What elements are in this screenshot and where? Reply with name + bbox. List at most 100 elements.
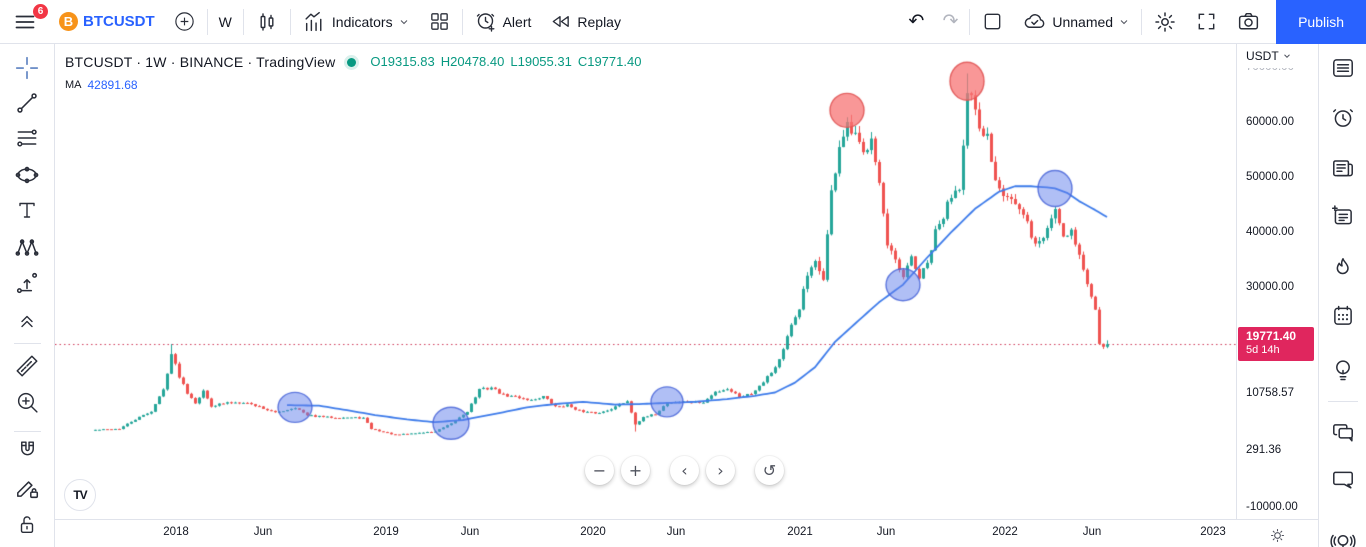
chart-nav-controls: − + ‹ › ↺ xyxy=(585,456,784,485)
hotlists-panel-button[interactable] xyxy=(1326,254,1360,286)
trend-line-tool[interactable] xyxy=(10,90,44,120)
toolbar-divider xyxy=(14,431,41,432)
alerts-panel-button[interactable] xyxy=(1326,104,1360,136)
alert-clock-icon xyxy=(476,12,495,32)
scroll-left-button[interactable]: ‹ xyxy=(670,456,699,485)
main-menu-button[interactable]: 6 xyxy=(0,0,50,44)
price-tick: 291.36 xyxy=(1246,444,1282,457)
series-status-dot xyxy=(347,57,357,67)
indicators-button[interactable]: Indicators xyxy=(293,0,419,44)
toolbar-separator xyxy=(461,8,463,35)
single-layout-icon xyxy=(985,13,1001,30)
calendar-panel-button[interactable] xyxy=(1326,302,1360,334)
toolbar-separator xyxy=(1141,8,1143,35)
chart-settings-button[interactable] xyxy=(1144,0,1186,44)
drawing-lock-tool[interactable] xyxy=(10,475,44,505)
symbol-search-button[interactable]: B BTCUSDT xyxy=(50,0,164,44)
indicators-icon xyxy=(305,11,322,32)
ma-indicator-label[interactable]: MA xyxy=(65,79,82,91)
price-chart-canvas[interactable] xyxy=(55,44,1236,519)
plus-circle-icon xyxy=(174,12,194,31)
cloud-check-icon xyxy=(1025,14,1045,28)
xabcd-pattern-icon xyxy=(14,234,40,265)
trend-line-icon xyxy=(14,90,40,121)
redo-button[interactable]: ↷ xyxy=(933,0,967,44)
zoom-in-icon xyxy=(15,390,40,420)
text-notes-panel-button[interactable] xyxy=(1326,202,1360,234)
ideas-panel-button[interactable] xyxy=(1326,356,1360,388)
ruler-icon xyxy=(14,353,40,384)
toolbar-separator xyxy=(206,8,208,35)
save-layout-button[interactable]: Unnamed xyxy=(1013,0,1139,44)
price-tick: 10758.57 xyxy=(1246,386,1294,399)
current-price-value: 19771.40 xyxy=(1246,329,1297,344)
price-axis[interactable]: USDT 19771.40 5d 14h 70000.0060000.00500… xyxy=(1236,44,1318,519)
tradingview-logo[interactable]: TV xyxy=(64,479,96,511)
interval-label: W xyxy=(218,13,232,30)
replay-button[interactable]: Replay xyxy=(540,0,630,44)
text-tool[interactable] xyxy=(10,197,44,227)
lock-all-tool[interactable] xyxy=(10,512,44,542)
chevron-down-icon xyxy=(1283,54,1290,58)
alert-button[interactable]: Alert xyxy=(465,0,541,44)
time-tick: 2023 xyxy=(1200,526,1226,538)
publish-button[interactable]: Publish xyxy=(1276,0,1366,44)
interval-button[interactable]: W xyxy=(210,0,241,44)
streams-panel-button[interactable] xyxy=(1326,528,1360,547)
collapse-tool[interactable] xyxy=(10,306,44,336)
currency-selector[interactable]: USDT xyxy=(1237,44,1318,68)
undo-button[interactable]: ↶ xyxy=(900,0,934,44)
price-tick: 40000.00 xyxy=(1246,226,1294,238)
indicators-label: Indicators xyxy=(331,13,393,30)
public-chats-panel-button[interactable] xyxy=(1326,419,1360,451)
grid-templates-icon xyxy=(430,13,448,30)
forecast-tool[interactable] xyxy=(10,270,44,300)
news-icon xyxy=(1330,155,1356,186)
forecast-icon xyxy=(14,270,40,301)
text-icon xyxy=(15,198,39,227)
open-value: O19315.83 xyxy=(370,54,435,69)
bar-countdown: 5d 14h xyxy=(1246,344,1280,357)
symbol-description[interactable]: BTCUSDT · 1W · BINANCE · TradingView xyxy=(65,54,336,70)
panel-divider xyxy=(1328,401,1358,402)
reset-chart-button[interactable]: ↺ xyxy=(755,456,784,485)
watchlist-panel-button[interactable] xyxy=(1326,54,1360,86)
theme-sun-icon[interactable] xyxy=(1265,523,1289,547)
zoom-out-button[interactable]: − xyxy=(585,456,614,485)
currency-label: USDT xyxy=(1246,49,1279,63)
ideas-icon xyxy=(1330,357,1356,388)
ruler-tool[interactable] xyxy=(10,353,44,383)
snapshot-button[interactable] xyxy=(1227,0,1270,44)
magnet-tool[interactable] xyxy=(10,438,44,468)
time-axis[interactable]: 2018 Jun 2019 Jun 2020 Jun 2021 Jun 2022 Jun 2023 xyxy=(55,519,1318,547)
private-chat-panel-button[interactable] xyxy=(1326,466,1360,498)
news-panel-button[interactable] xyxy=(1326,154,1360,186)
price-tick: 60000.00 xyxy=(1246,116,1294,128)
fib-retracement-tool[interactable] xyxy=(10,125,44,155)
shapes-tool[interactable] xyxy=(10,162,44,192)
undo-icon: ↶ xyxy=(908,10,925,32)
time-tick: 2021 xyxy=(787,526,813,538)
crosshair-icon xyxy=(14,55,40,86)
zoom-in-tool[interactable] xyxy=(10,390,44,420)
chevron-down-icon xyxy=(400,19,407,24)
chart-pane: BTCUSDT · 1W · BINANCE · TradingView O19… xyxy=(55,44,1236,519)
symbol-label: BTCUSDT xyxy=(83,13,155,30)
indicator-templates-button[interactable] xyxy=(419,0,460,44)
xabcd-pattern-tool[interactable] xyxy=(10,234,44,264)
notification-badge: 6 xyxy=(33,3,48,19)
time-tick: Jun xyxy=(1082,526,1102,538)
scroll-right-button[interactable]: › xyxy=(706,456,735,485)
fullscreen-button[interactable] xyxy=(1186,0,1227,44)
camera-icon xyxy=(1238,12,1259,30)
compare-add-symbol-button[interactable] xyxy=(164,0,205,44)
crosshair-tool[interactable] xyxy=(10,55,44,85)
drawing-lock-icon xyxy=(14,475,40,506)
chart-style-button[interactable] xyxy=(246,0,288,44)
layout-select-button[interactable] xyxy=(972,0,1013,44)
price-tick: 50000.00 xyxy=(1246,171,1294,183)
price-tick: -10000.00 xyxy=(1246,501,1298,513)
time-tick: Jun xyxy=(666,526,686,538)
zoom-in-button[interactable]: + xyxy=(621,456,650,485)
fib-retracement-icon xyxy=(14,125,40,156)
